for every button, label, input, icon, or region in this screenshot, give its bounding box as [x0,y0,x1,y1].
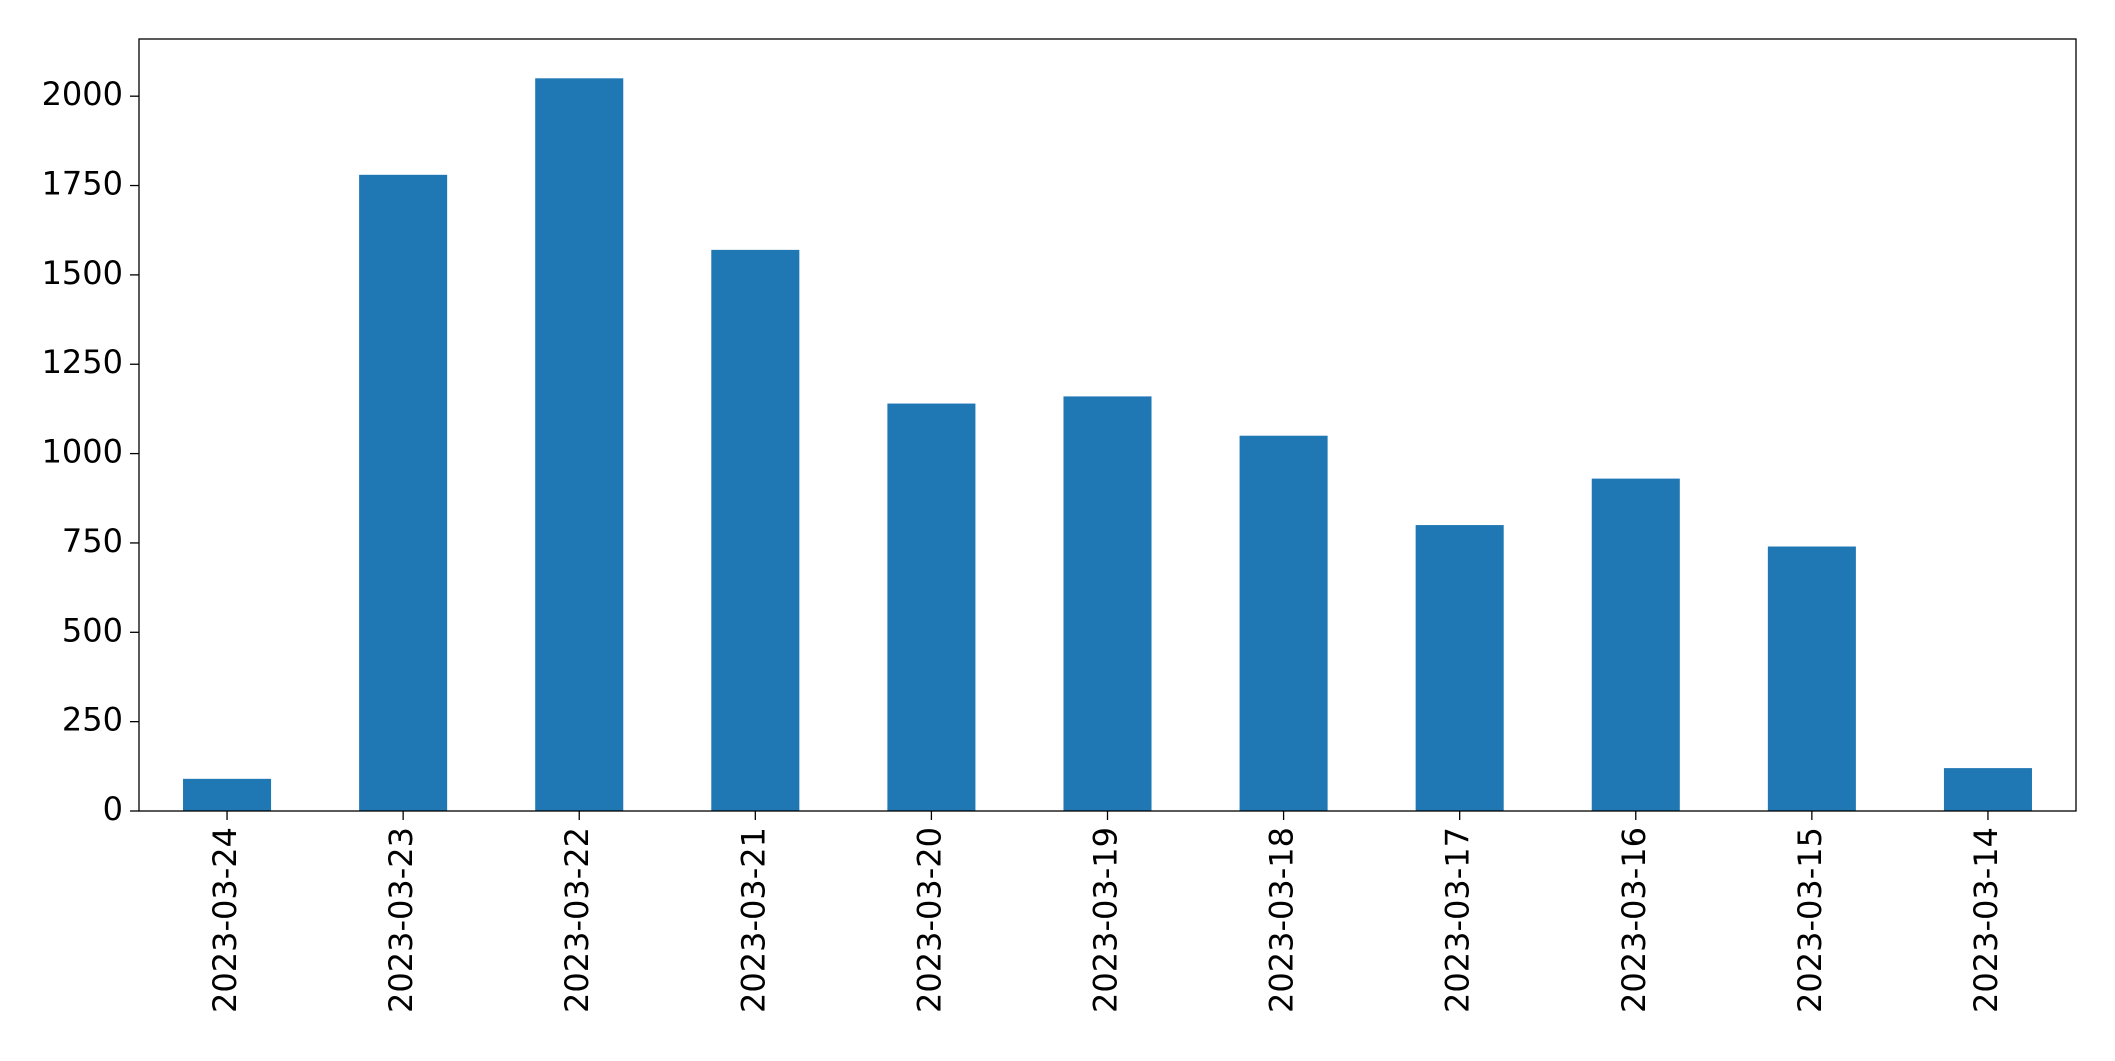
y-tick-label: 1500 [42,254,123,292]
x-tick-label: 2023-03-22 [558,827,596,1013]
bar [711,249,800,812]
x-tick-label: 2023-03-21 [734,827,772,1013]
y-tick-label: 1750 [42,165,123,203]
x-tick-label: 2023-03-19 [1087,827,1125,1013]
bar [1415,525,1504,811]
bar [183,778,272,811]
x-tick-label: 2023-03-18 [1263,827,1301,1013]
bar [1943,768,2032,811]
x-tick-label: 2023-03-17 [1439,827,1477,1013]
bar [1063,396,1152,811]
bar [887,403,976,811]
plot-frame [138,38,2077,812]
x-tick-label: 2023-03-24 [206,827,244,1013]
y-tick-label: 2000 [42,75,123,113]
x-tick-label: 2023-03-14 [1967,827,2005,1013]
bar [359,174,448,811]
bar [1767,546,1856,811]
y-tick-label: 0 [103,790,123,828]
y-tick-label: 500 [62,611,123,649]
y-tick-label: 1250 [42,343,123,381]
y-tick-label: 250 [62,701,123,739]
bar [535,78,624,811]
y-tick-label: 750 [62,522,123,560]
x-tick-label: 2023-03-20 [910,827,948,1013]
bar [1591,478,1680,811]
y-tick-label: 1000 [42,433,123,471]
x-tick-label: 2023-03-15 [1791,827,1829,1013]
x-tick-label: 2023-03-16 [1615,827,1653,1013]
x-tick-label: 2023-03-23 [382,827,420,1013]
bar [1239,435,1328,811]
